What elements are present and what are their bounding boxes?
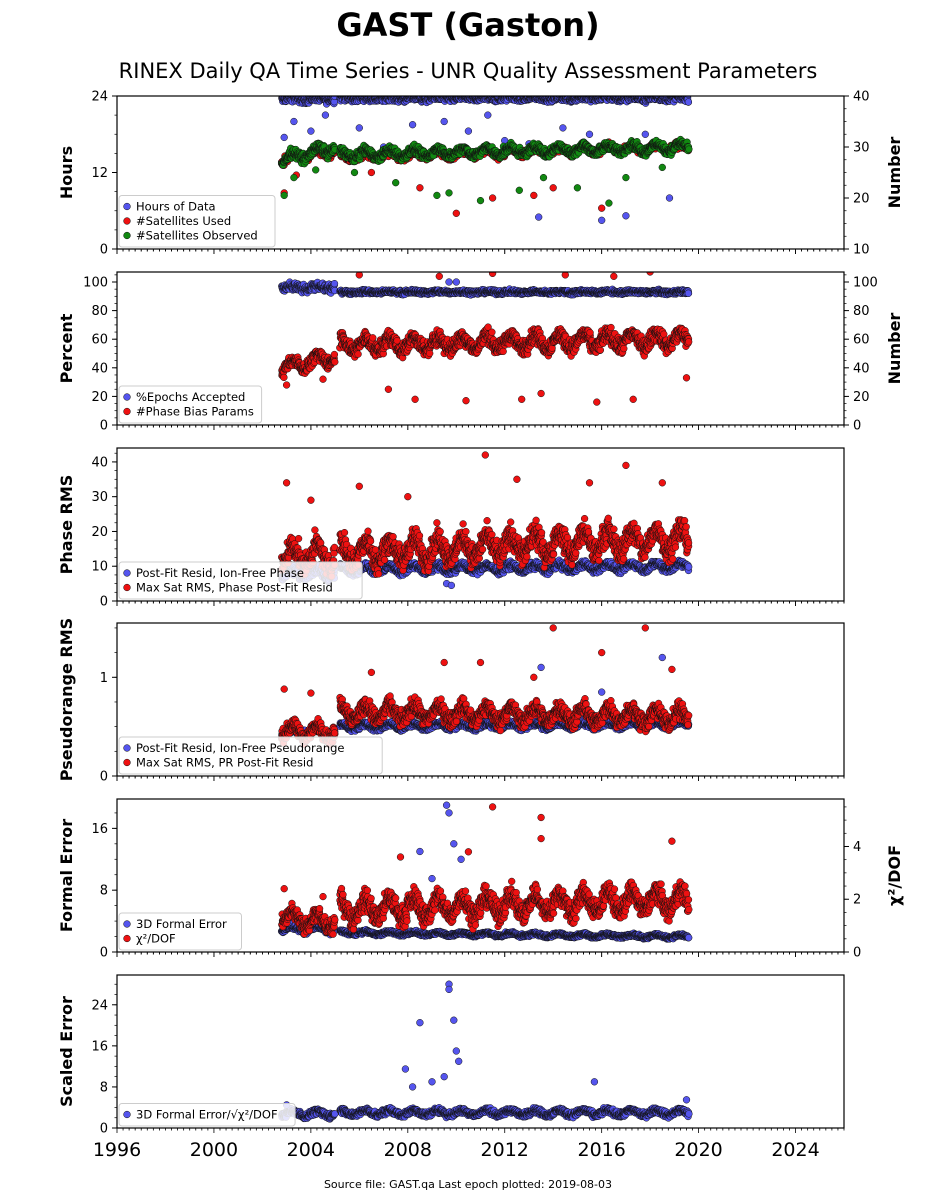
data-point-outlier xyxy=(484,111,492,119)
data-point-outlier xyxy=(488,194,497,202)
data-point-outlier xyxy=(605,199,613,207)
legend: Hours of Data#Satellites Used#Satellites… xyxy=(118,195,276,248)
data-point-outlier xyxy=(622,212,630,220)
data-point-outlier xyxy=(307,127,315,135)
data-point-outlier xyxy=(408,121,417,129)
legend-marker xyxy=(123,202,131,211)
y-right-tick-label: 30 xyxy=(853,141,870,156)
data-point-outlier xyxy=(433,191,441,200)
figure-title: GAST (Gaston) xyxy=(336,6,599,44)
data-point-outlier xyxy=(585,130,594,138)
y-right-tick-label: 40 xyxy=(853,90,870,105)
y-tick-label: 12 xyxy=(91,166,108,181)
data-point-outlier xyxy=(452,209,460,217)
data-point-outlier xyxy=(290,173,298,182)
data-point-outlier xyxy=(476,196,485,205)
data-point-outlier xyxy=(440,117,448,126)
data-point-outlier xyxy=(535,213,543,221)
data-point-outlier xyxy=(290,117,298,126)
data-point xyxy=(684,96,692,98)
legend-entry: Hours of Data xyxy=(136,200,216,214)
y-right-tick-label: 20 xyxy=(853,192,870,207)
figure-subtitle: RINEX Daily QA Time Series - UNR Quality… xyxy=(119,59,818,83)
data-point-outlier xyxy=(350,168,359,177)
data-point-outlier xyxy=(665,194,674,202)
data-point xyxy=(677,96,682,97)
data-point-outlier xyxy=(321,111,330,119)
data-points xyxy=(278,272,693,406)
data-point-outlier xyxy=(549,184,557,192)
data-point-outlier xyxy=(658,163,666,172)
data-point-outlier xyxy=(598,216,606,224)
series-green xyxy=(277,135,693,207)
data-point-outlier xyxy=(622,173,630,182)
data-points xyxy=(277,96,693,224)
series-blue xyxy=(278,96,693,224)
data-point-outlier xyxy=(445,189,453,197)
y-right-tick-label: 10 xyxy=(853,243,870,258)
data-point-outlier xyxy=(530,191,538,200)
data-point-outlier xyxy=(416,184,424,192)
data-point-outlier xyxy=(559,124,567,132)
data-point xyxy=(685,145,693,153)
data-point-outlier xyxy=(280,133,288,142)
series-blue xyxy=(278,278,693,299)
data-point-outlier xyxy=(598,204,606,212)
data-point-outlier xyxy=(392,179,400,187)
data-point-outlier xyxy=(641,130,649,138)
y-tick-label: 0 xyxy=(100,243,108,258)
data-point-outlier xyxy=(355,124,363,132)
legend-entry: #Satellites Observed xyxy=(136,229,258,243)
data-point-outlier xyxy=(515,186,523,194)
legend-entry: #Satellites Used xyxy=(136,214,231,228)
data-point-outlier xyxy=(573,184,582,192)
y-tick-label: 24 xyxy=(91,90,108,105)
data-point xyxy=(530,96,535,97)
legend-marker xyxy=(123,217,131,225)
y-right-axis-label: Number xyxy=(885,137,904,209)
data-point-outlier xyxy=(464,127,473,135)
data-point-outlier xyxy=(367,168,376,177)
y-axis-label: Hours xyxy=(57,146,76,199)
data-point xyxy=(684,98,693,106)
data-point-outlier xyxy=(539,173,548,182)
data-point-outlier xyxy=(312,166,320,174)
x-minor-ticks xyxy=(116,249,845,254)
legend-marker xyxy=(123,231,131,240)
data-point-outlier xyxy=(280,191,288,200)
